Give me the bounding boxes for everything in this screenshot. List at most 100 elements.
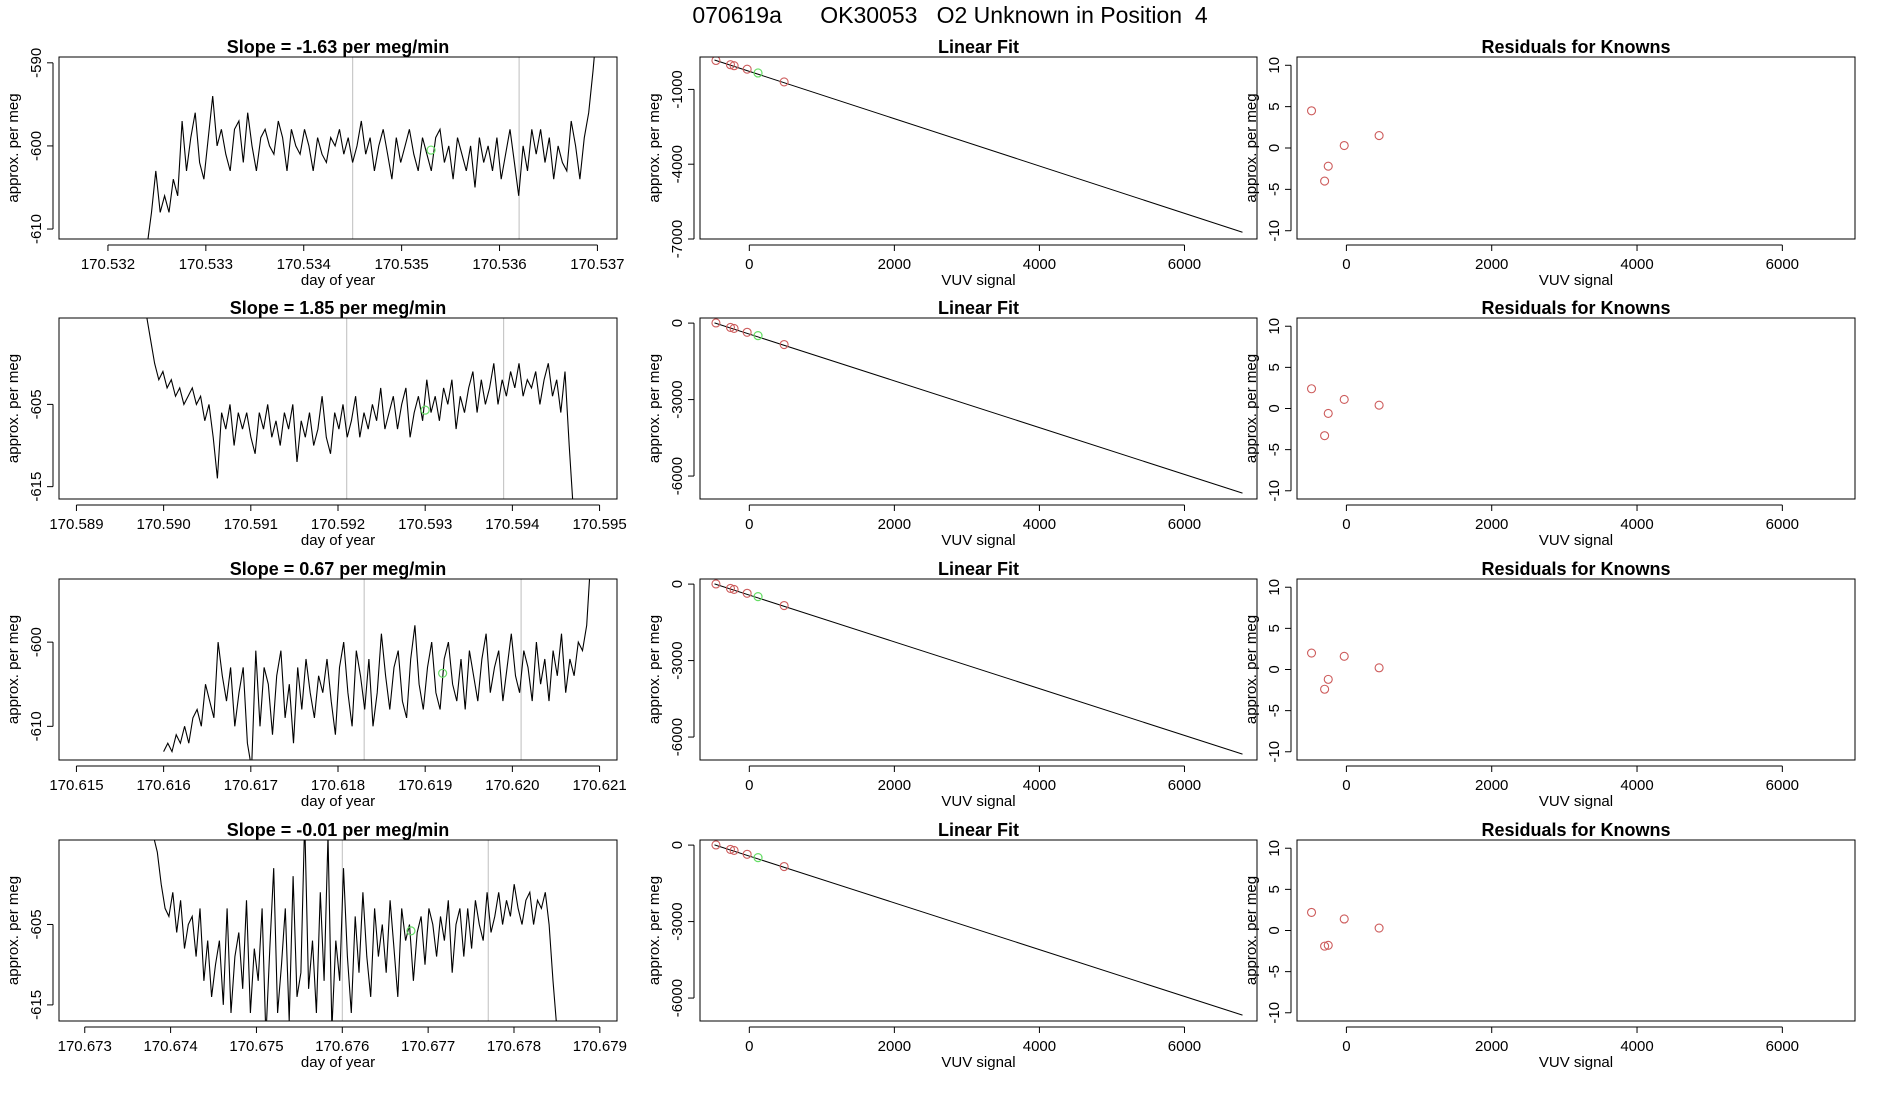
- x-tick-label: 170.532: [81, 256, 135, 273]
- y-tick-label: -605: [28, 389, 45, 419]
- chart-panel-r2-residuals: Residuals for Knowns 0 2000 4000 6000 VUV sig…: [1243, 298, 1856, 549]
- known-point: [1323, 674, 1333, 684]
- known-point: [1320, 684, 1330, 694]
- y-tick-label: -610: [28, 214, 45, 244]
- y-tick-label: 0: [669, 580, 686, 588]
- x-tick-label: 2000: [1475, 516, 1508, 533]
- known-point: [1323, 940, 1333, 950]
- figure-title-tank: OK30053: [820, 2, 918, 28]
- x-tick-label: 6000: [1766, 256, 1799, 273]
- x-axis-label: day of year: [301, 1054, 375, 1071]
- x-tick-label: 2000: [878, 256, 911, 273]
- known-point: [742, 849, 752, 859]
- known-point: [779, 600, 789, 611]
- known-point: [779, 339, 789, 350]
- x-tick-label: 170.615: [49, 777, 103, 794]
- unknown-point: [438, 668, 448, 678]
- y-tick-label: -10: [1266, 480, 1283, 502]
- chart-panel-r1-linear-fit: Linear Fit 0 2000 4000 6000 VUV signal -1000 -4…: [646, 37, 1258, 289]
- x-tick-label: 0: [745, 777, 753, 794]
- chart-panel-r1-residuals: Residuals for Knowns 0 2000 4000 6000 VUV sig…: [1243, 37, 1856, 289]
- chart-title: Residuals for Knowns: [1481, 820, 1670, 840]
- data-layer: [147, 57, 595, 239]
- chart-panel-r3-residuals: Residuals for Knowns 0 2000 4000 6000 VUV sig…: [1243, 559, 1856, 810]
- y-tick-label: -6000: [669, 457, 686, 495]
- x-tick-label: 170.594: [485, 516, 539, 533]
- known-point: [1339, 140, 1349, 151]
- x-tick-label: 4000: [1620, 1038, 1653, 1055]
- known-point: [1320, 941, 1330, 951]
- y-tick-label: -615: [28, 990, 45, 1020]
- y-tick-label: -10: [1266, 220, 1283, 242]
- x-tick-label: 170.676: [315, 1038, 369, 1055]
- known-point: [1339, 394, 1349, 405]
- x-tick-label: 170.589: [49, 516, 103, 533]
- known-point: [729, 584, 739, 595]
- chart-title: Slope = -1.63 per meg/min: [227, 37, 450, 57]
- unknown-point: [426, 145, 436, 155]
- known-point: [1374, 131, 1384, 141]
- x-tick-label: 4000: [1023, 516, 1056, 533]
- y-tick-label: 0: [1266, 404, 1283, 412]
- x-tick-label: 170.591: [224, 516, 278, 533]
- known-point: [711, 57, 721, 66]
- known-point: [1306, 106, 1317, 116]
- series-line: [153, 840, 557, 1021]
- x-axis-label: VUV signal: [1539, 532, 1613, 549]
- y-tick-label: -6000: [669, 979, 686, 1017]
- plot-frame: [1296, 317, 1856, 500]
- x-tick-label: 0: [745, 516, 753, 533]
- chart-title: Linear Fit: [938, 820, 1019, 840]
- x-tick-label: 170.590: [137, 516, 191, 533]
- y-tick-label: -610: [28, 711, 45, 741]
- plot-frame: [699, 56, 1258, 240]
- y-tick-label: -3000: [669, 641, 686, 679]
- x-axis-label: VUV signal: [941, 793, 1015, 810]
- x-tick-label: 4000: [1023, 777, 1056, 794]
- y-axis-label: approx. per meg: [1243, 876, 1260, 985]
- known-point: [1306, 907, 1317, 917]
- x-tick-label: 170.535: [375, 256, 429, 273]
- y-axis-label: approx. per meg: [646, 354, 663, 463]
- plot-frame: [58, 839, 618, 1022]
- known-point: [729, 323, 739, 334]
- x-tick-label: 170.674: [143, 1038, 197, 1055]
- x-tick-label: 170.616: [137, 777, 191, 794]
- known-point: [1374, 663, 1384, 673]
- y-tick-label: 10: [1266, 840, 1283, 857]
- data-layer: [1306, 648, 1384, 694]
- known-point: [729, 61, 739, 71]
- y-tick-label: -5: [1266, 183, 1283, 196]
- chart-panel-r2-time-series: Slope = 1.85 per meg/min 170.589 170.590 17…: [5, 298, 627, 549]
- plot-frame: [1296, 56, 1856, 240]
- y-tick-label: 5: [1266, 102, 1283, 110]
- x-tick-label: 0: [745, 1038, 753, 1055]
- y-tick-label: -6000: [669, 718, 686, 756]
- known-point: [711, 579, 721, 589]
- x-tick-label: 2000: [1475, 1038, 1508, 1055]
- x-tick-label: 6000: [1168, 516, 1201, 533]
- x-tick-label: 2000: [1475, 777, 1508, 794]
- plot-frame: [58, 317, 618, 500]
- x-tick-label: 0: [745, 256, 753, 273]
- series-line: [163, 579, 591, 760]
- y-axis-label: approx. per meg: [646, 93, 663, 202]
- y-tick-label: -5: [1266, 443, 1283, 456]
- x-tick-label: 170.677: [401, 1038, 455, 1055]
- data-layer: [1306, 106, 1384, 186]
- x-tick-label: 4000: [1023, 256, 1056, 273]
- x-tick-label: 170.673: [58, 1038, 112, 1055]
- y-tick-label: -10: [1266, 1002, 1283, 1024]
- data-layer: [1306, 907, 1384, 951]
- x-tick-label: 6000: [1168, 1038, 1201, 1055]
- plot-frame: [58, 56, 618, 240]
- x-axis-label: day of year: [301, 793, 375, 810]
- chart-title: Slope = 0.67 per meg/min: [230, 559, 447, 579]
- x-tick-label: 170.595: [572, 516, 626, 533]
- figure-title: 070619a OK30053 O2 Unknown in Position 4: [0, 2, 1900, 29]
- known-point: [742, 588, 752, 598]
- y-tick-label: 0: [669, 841, 686, 849]
- chart-title: Residuals for Knowns: [1481, 37, 1670, 57]
- y-axis-label: approx. per meg: [1243, 615, 1260, 724]
- x-tick-label: 2000: [878, 1038, 911, 1055]
